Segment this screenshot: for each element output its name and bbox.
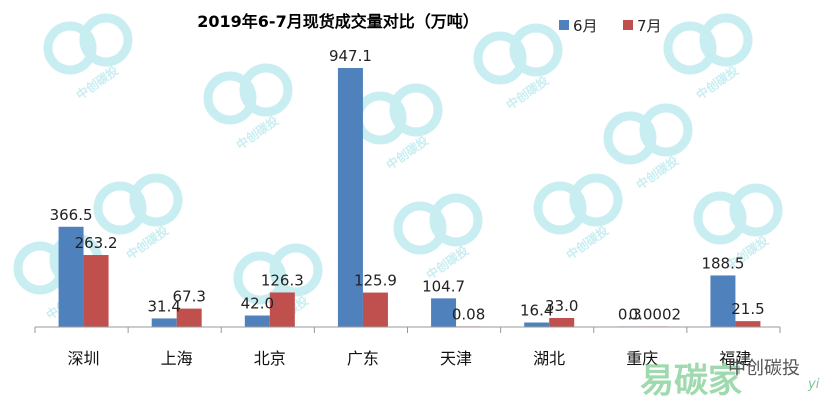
- bar-june-4: [431, 298, 457, 327]
- category-label-5: 湖北: [533, 349, 565, 368]
- value-label-july-3: 125.9: [354, 272, 397, 290]
- bar-july-3: [362, 292, 388, 327]
- value-label-june-2: 42.0: [241, 295, 274, 313]
- value-label-june-4: 104.7: [422, 277, 465, 295]
- value-label-june-0: 366.5: [50, 206, 93, 224]
- bar-july-7: [735, 321, 761, 327]
- value-label-june-1: 31.4: [147, 297, 180, 315]
- value-label-july-1: 67.3: [172, 288, 205, 306]
- category-labels: 深圳 上海 北京 广东 天津 湖北 重庆 福建: [68, 349, 752, 368]
- logo-url: yi: [807, 377, 820, 392]
- value-label-july-2: 126.3: [261, 271, 304, 289]
- bar-july-0: [83, 255, 109, 327]
- watermark-mark: 中创碳投: [533, 173, 623, 262]
- brand-logo: 易碳家 中创碳投 yi: [640, 358, 820, 401]
- watermark-mark: 中创碳投: [393, 193, 483, 282]
- legend-label-july: 7月: [637, 17, 662, 35]
- bar-june-5: [524, 322, 550, 327]
- category-label-1: 上海: [161, 349, 193, 368]
- watermark-mark: 中创碳投: [43, 13, 133, 102]
- chart-title: 2019年6-7月现货成交量对比（万吨）: [197, 12, 478, 31]
- value-label-june-6: 0.3: [618, 305, 642, 323]
- value-label-july-5: 33.0: [545, 297, 578, 315]
- bar-june-7: [710, 275, 736, 327]
- bar-july-5: [549, 317, 575, 327]
- watermark-mark: 中创碳投: [353, 83, 443, 172]
- value-label-july-4: 0.08: [452, 305, 485, 323]
- watermark-mark: 中创碳投: [473, 23, 563, 112]
- bar-june-0: [58, 226, 84, 327]
- category-label-4: 天津: [440, 349, 472, 368]
- legend-swatch-july: [623, 20, 633, 30]
- legend: 6月 7月: [559, 17, 662, 35]
- watermark-mark: 中创碳投: [203, 63, 293, 152]
- x-axis-ticks: [34, 327, 781, 333]
- value-label-july-6: 0.0002: [629, 305, 682, 323]
- bar-june-2: [244, 315, 270, 327]
- legend-swatch-june: [559, 20, 569, 30]
- bar-june-1: [151, 318, 177, 327]
- category-label-0: 深圳: [68, 349, 100, 368]
- value-label-july-7: 21.5: [731, 300, 764, 318]
- category-label-6: 重庆: [626, 349, 658, 368]
- category-label-3: 广东: [347, 349, 379, 368]
- bar-july-1: [176, 308, 202, 327]
- value-label-june-7: 188.5: [701, 254, 744, 272]
- watermark-layer: 中创碳投中创碳投中创碳投中创碳投中创碳投中创碳投中创碳投中创碳投中创碳投中创碳投…: [13, 13, 783, 332]
- value-labels: 366.5 263.2 31.467.3 42.0 126.3 947.1 125.9 104…: [50, 47, 765, 323]
- bar-june-3: [337, 68, 363, 327]
- bar-july-2: [269, 292, 295, 327]
- value-label-june-5: 16.4: [520, 302, 553, 320]
- bars: [58, 68, 761, 327]
- watermark-mark: 中创碳投: [603, 103, 693, 192]
- category-label-7: 福建: [719, 349, 751, 368]
- value-label-july-0: 263.2: [75, 234, 118, 252]
- legend-label-june: 6月: [573, 17, 598, 35]
- value-label-june-3: 947.1: [329, 47, 372, 65]
- logo-yitanjia: 易碳家: [640, 361, 742, 401]
- watermark-mark: 中创碳投: [663, 13, 753, 102]
- category-label-2: 北京: [254, 349, 286, 368]
- logo-zhongchuang: 中创碳投: [728, 358, 800, 379]
